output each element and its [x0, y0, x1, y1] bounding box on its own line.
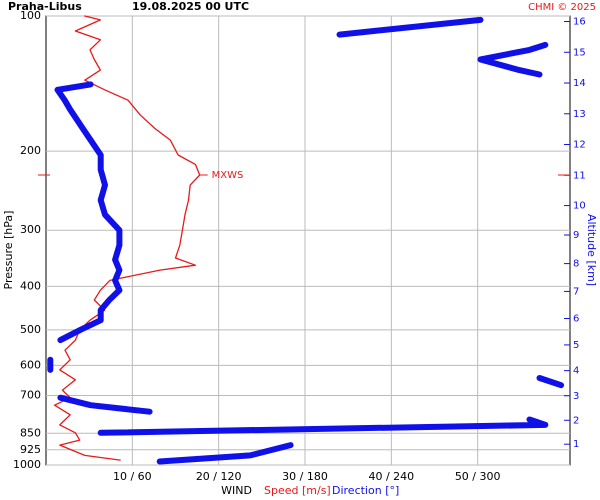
- y2-tick-label: 7: [573, 286, 579, 297]
- y-tick-label: 1000: [13, 458, 41, 471]
- y-tick-label: 400: [20, 279, 41, 292]
- x-tick-label: 20 / 120: [196, 470, 242, 483]
- y2-tick-label: 15: [573, 47, 586, 58]
- y2-axis-label: Altitude [km]: [585, 214, 598, 286]
- y2-tick-label: 4: [573, 366, 579, 377]
- direction-line: [54, 81, 123, 344]
- chart-title: Praha-Libus: [8, 0, 82, 13]
- direction-line: [156, 442, 294, 465]
- legend-direction: Direction [°]: [332, 484, 399, 497]
- y-tick-label: 700: [20, 388, 41, 401]
- direction-line: [536, 375, 565, 389]
- y-tick-label: 100: [20, 9, 41, 22]
- y2-tick-label: 5: [573, 340, 579, 351]
- y2-tick-label: 3: [573, 391, 579, 402]
- chart-subtitle: 19.08.2025 00 UTC: [132, 0, 249, 13]
- credit: CHMI © 2025: [528, 2, 596, 13]
- x-axis-label: WIND: [221, 484, 252, 497]
- x-tick-label: 40 / 240: [368, 470, 414, 483]
- y-tick-label: 850: [20, 426, 41, 439]
- mxws-label: MXWS: [212, 170, 244, 181]
- y2-tick-label: 9: [573, 230, 579, 241]
- speed-line: [53, 15, 201, 461]
- y-axis-label: Pressure [hPa]: [2, 211, 15, 290]
- y2-tick-label: 2: [573, 415, 579, 426]
- y-tick-label: 200: [20, 144, 41, 157]
- x-tick-label: 50 / 300: [455, 470, 501, 483]
- y2-tick-label: 13: [573, 109, 586, 120]
- y2-tick-label: 6: [573, 314, 579, 325]
- legend-speed: Speed [m/s]: [264, 484, 331, 497]
- y2-tick-label: 10: [573, 201, 586, 212]
- y2-tick-label: 12: [573, 140, 586, 151]
- y2-tick-label: 8: [573, 259, 579, 270]
- plot-frame: [45, 15, 571, 466]
- y2-tick-label: 14: [573, 78, 586, 89]
- direction-line: [336, 16, 484, 38]
- y2-tick-label: 16: [573, 17, 586, 28]
- direction-line: [97, 416, 549, 436]
- y2-tick-label: 11: [573, 170, 586, 181]
- y2-tick-label: 1: [573, 439, 579, 450]
- y-tick-label: 500: [20, 323, 41, 336]
- x-tick-label: 10 / 60: [113, 470, 152, 483]
- y-tick-label: 925: [20, 443, 41, 456]
- y-tick-label: 300: [20, 223, 41, 236]
- direction-line: [477, 41, 549, 78]
- x-tick-label: 30 / 180: [282, 470, 328, 483]
- direction-line: [57, 394, 153, 415]
- y-tick-label: 600: [20, 358, 41, 371]
